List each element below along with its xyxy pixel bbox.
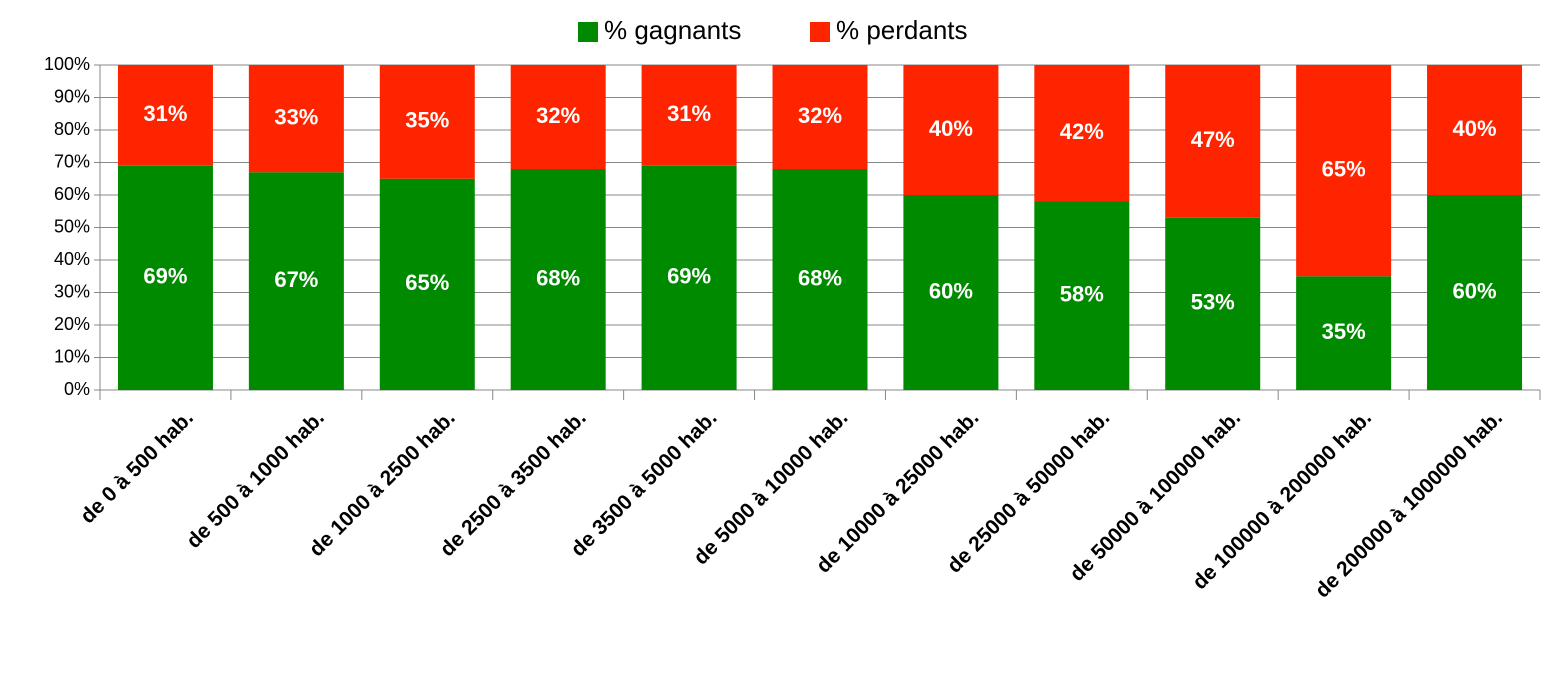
data-label: 31% xyxy=(667,101,711,126)
data-label: 65% xyxy=(1322,156,1366,181)
bar-segment xyxy=(117,165,213,390)
y-tick-label: 40% xyxy=(54,249,90,269)
bar-segment xyxy=(1427,195,1523,390)
bar-segment xyxy=(1427,65,1523,195)
legend-swatch xyxy=(578,22,598,42)
bar-segment xyxy=(641,165,737,390)
y-tick-label: 80% xyxy=(54,119,90,139)
data-label: 60% xyxy=(1453,278,1497,303)
x-tick-label: de 0 à 500 hab. xyxy=(76,406,198,528)
bar-segment xyxy=(1034,65,1130,202)
bar-segment xyxy=(903,65,999,195)
bar-segment xyxy=(772,169,868,390)
bar-segment xyxy=(1296,65,1392,277)
data-label: 40% xyxy=(929,116,973,141)
bar-segment xyxy=(117,65,213,166)
data-label: 47% xyxy=(1191,127,1235,152)
bar-segment xyxy=(1165,217,1261,390)
y-tick-label: 70% xyxy=(54,151,90,171)
bar-segment xyxy=(641,65,737,166)
data-label: 65% xyxy=(405,270,449,295)
bar-segment xyxy=(248,65,344,173)
data-label: 60% xyxy=(929,278,973,303)
y-tick-label: 0% xyxy=(64,379,90,399)
data-label: 68% xyxy=(798,265,842,290)
data-label: 58% xyxy=(1060,282,1104,307)
data-label: 68% xyxy=(536,265,580,290)
bar-segment xyxy=(379,178,475,390)
data-label: 42% xyxy=(1060,119,1104,144)
legend-swatch xyxy=(810,22,830,42)
bar-segment xyxy=(1165,65,1261,218)
data-label: 35% xyxy=(1322,319,1366,344)
data-label: 69% xyxy=(143,264,187,289)
data-label: 32% xyxy=(798,103,842,128)
legend-label: % perdants xyxy=(836,15,968,45)
data-label: 40% xyxy=(1453,116,1497,141)
y-tick-label: 90% xyxy=(54,86,90,106)
x-tick-label: de 3500 à 5000 hab. xyxy=(567,406,722,561)
bar-segment xyxy=(379,65,475,179)
data-label: 32% xyxy=(536,103,580,128)
x-tick-label: de 2500 à 3500 hab. xyxy=(436,406,591,561)
legend-label: % gagnants xyxy=(604,15,741,45)
bar-segment xyxy=(510,65,606,169)
data-label: 35% xyxy=(405,108,449,133)
data-label: 31% xyxy=(143,101,187,126)
y-tick-label: 20% xyxy=(54,314,90,334)
x-tick-label: de 1000 à 2500 hab. xyxy=(305,406,460,561)
data-label: 69% xyxy=(667,264,711,289)
data-label: 33% xyxy=(274,104,318,129)
y-tick-label: 50% xyxy=(54,216,90,236)
bar-segment xyxy=(248,172,344,390)
bar-segment xyxy=(903,195,999,390)
y-tick-label: 100% xyxy=(44,54,90,74)
x-tick-label: de 500 à 1000 hab. xyxy=(182,406,329,553)
data-label: 53% xyxy=(1191,290,1235,315)
bar-segment xyxy=(510,169,606,390)
bar-segment xyxy=(772,65,868,169)
y-tick-label: 10% xyxy=(54,346,90,366)
bar-segment xyxy=(1296,276,1392,390)
y-tick-label: 30% xyxy=(54,281,90,301)
data-label: 67% xyxy=(274,267,318,292)
y-tick-label: 60% xyxy=(54,184,90,204)
bar-segment xyxy=(1034,201,1130,390)
